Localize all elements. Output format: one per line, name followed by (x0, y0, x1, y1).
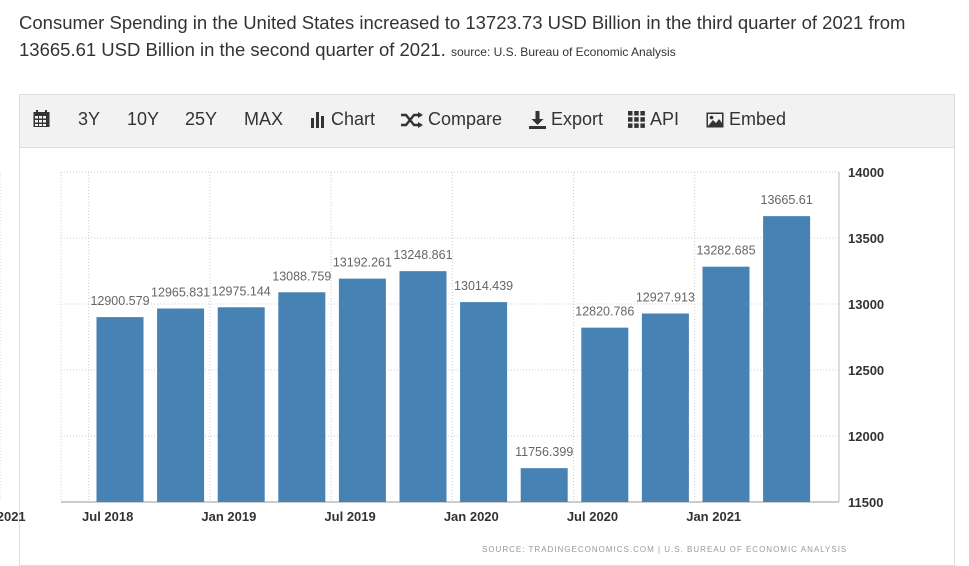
image-icon (706, 112, 724, 127)
headline: Consumer Spending in the United States i… (19, 9, 959, 66)
y-tick-label: 11500 (848, 495, 883, 510)
headline-source: source: U.S. Bureau of Economic Analysis (450, 45, 676, 59)
data-label: 12900.579 (90, 294, 149, 308)
data-label: 12820.786 (575, 305, 634, 319)
range-max-button[interactable]: MAX (244, 109, 284, 129)
data-label: 13014.439 (454, 279, 513, 293)
x-tick-label: Jan 2021 (686, 509, 741, 524)
bar (581, 327, 629, 502)
bar (702, 266, 750, 502)
shuffle-icon (401, 111, 423, 128)
bar (763, 216, 811, 503)
data-label: 12927.913 (636, 291, 695, 305)
compare-label: Compare (428, 109, 503, 129)
x-tick-label: Jul 2020 (567, 509, 618, 524)
x-tick-label: Jul 2019 (324, 509, 375, 524)
embed-label: Embed (729, 109, 787, 129)
x-tick-label: Jul 2021 (0, 509, 26, 524)
bar-chart-icon (311, 111, 324, 128)
bar (641, 313, 689, 502)
download-icon (529, 110, 546, 129)
y-tick-label: 12500 (848, 363, 884, 378)
compare-button[interactable]: Compare (401, 109, 502, 130)
headline-text: Consumer Spending in the United States i… (19, 12, 906, 60)
y-tick-label: 13000 (848, 297, 884, 312)
bar-chart: 11500 12000 12500 13000 13500 14000 Jul 2018 Ja… (0, 165, 884, 524)
y-tick-label: 13500 (848, 231, 884, 246)
data-label: 12965.831 (151, 286, 210, 300)
data-label: 13088.759 (272, 269, 331, 283)
range-3y-button[interactable]: 3Y (78, 109, 101, 129)
bar (399, 271, 447, 502)
x-tick-label: Jan 2019 (201, 509, 256, 524)
export-label: Export (551, 109, 604, 129)
calendar-icon[interactable] (33, 110, 50, 128)
range-25y-button[interactable]: 25Y (185, 109, 218, 129)
bar (278, 292, 326, 502)
x-tick-label: Jul 2018 (82, 509, 133, 524)
data-label: 13192.261 (333, 256, 392, 270)
bar (96, 317, 144, 502)
chart-type-button[interactable]: Chart (311, 109, 375, 130)
x-tick-label: Jan 2020 (444, 509, 499, 524)
bar (520, 468, 568, 502)
export-button[interactable]: Export (529, 109, 603, 130)
data-label: 11756.399 (515, 445, 573, 459)
bar (460, 302, 508, 502)
api-button[interactable]: API (628, 109, 679, 130)
chart-type-label: Chart (331, 109, 376, 129)
chart-toolbar: 3Y 10Y 25Y MAX Chart Compare (20, 95, 954, 148)
api-label: API (650, 109, 680, 129)
data-label: 13282.685 (696, 244, 755, 258)
range-10y-button[interactable]: 10Y (127, 109, 160, 129)
grid-icon (628, 111, 645, 128)
y-tick-label: 14000 (848, 165, 884, 180)
bar (157, 308, 205, 502)
embed-button[interactable]: Embed (706, 109, 786, 130)
data-label: 13665.61 (761, 193, 813, 207)
data-label: 12975.144 (212, 284, 271, 298)
chart-footer-note: SOURCE: TRADINGECONOMICS.COM | U.S. BURE… (482, 545, 848, 554)
bar (338, 278, 386, 502)
bar (217, 307, 265, 502)
data-label: 13248.861 (393, 248, 452, 262)
y-tick-label: 12000 (848, 429, 884, 444)
